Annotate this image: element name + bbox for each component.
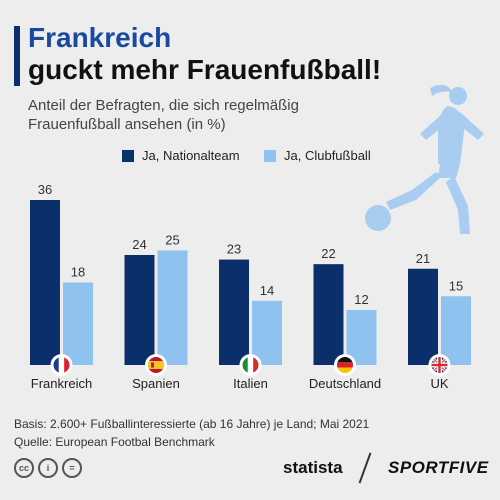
category-label-0: Frankreich [31,376,92,391]
data-label-national-0: 36 [38,182,52,197]
bar-national-4 [408,268,438,365]
data-label-club-4: 15 [449,278,463,293]
category-label-1: Spanien [132,376,180,391]
sportfive-logo[interactable]: SPORTFIVE [388,458,489,477]
cc-icon[interactable]: cc [14,458,34,478]
category-label-2: Italien [233,376,268,391]
data-label-club-2: 14 [260,283,274,298]
data-label-national-2: 23 [227,242,241,257]
bar-national-2 [219,259,249,365]
data-label-club-3: 12 [354,292,368,307]
football-player-illustration [365,84,484,234]
footnote-source: Quelle: European Footbal Benchmark [14,435,215,449]
bar-club-2 [252,300,282,365]
bar-club-1 [157,250,188,365]
chart-title-line2: guckt mehr Frauenfußball! [28,54,382,85]
flag-de-icon [337,357,353,373]
chart-title-line1: Frankreich [28,22,172,53]
data-label-national-4: 21 [416,251,430,266]
category-label-4: UK [430,376,448,391]
legend-item-club: Ja, Clubfußball [264,148,371,163]
license-icons: cc i = [14,458,82,478]
chart-footnote: Basis: 2.600+ Fußballinteressierte (ab 1… [14,415,369,451]
statista-logo[interactable]: statista [283,458,343,477]
category-label-3: Deutschland [309,376,381,391]
title-accent-bar [14,26,20,86]
legend-item-national: Ja, Nationalteam [122,148,240,163]
flag-it-icon [242,357,259,373]
data-label-national-3: 22 [321,246,335,261]
flag-es-icon [148,357,164,373]
bar-national-3 [313,264,344,365]
data-label-club-0: 18 [71,265,85,280]
bar-club-0 [63,282,93,365]
legend-swatch-club [264,149,276,162]
flag-fr-icon [53,357,70,373]
bar-club-4 [441,296,471,365]
legend-label-national: Ja, Nationalteam [142,148,240,163]
bar-club-3 [346,310,377,365]
flag-uk-icon [431,357,448,373]
bar-national-0 [30,200,60,365]
data-label-club-1: 25 [165,232,179,247]
bar-national-1 [124,255,155,365]
nd-equal-icon[interactable]: = [62,458,82,478]
data-label-national-1: 24 [132,237,146,252]
legend-swatch-national [122,149,134,162]
footnote-basis: Basis: 2.600+ Fußballinteressierte (ab 1… [14,417,370,431]
by-person-icon[interactable]: i [38,458,58,478]
chart-subtitle: Anteil der Befragten, die sich regelmäßi… [28,97,299,133]
legend-label-club: Ja, Clubfußball [284,148,371,163]
